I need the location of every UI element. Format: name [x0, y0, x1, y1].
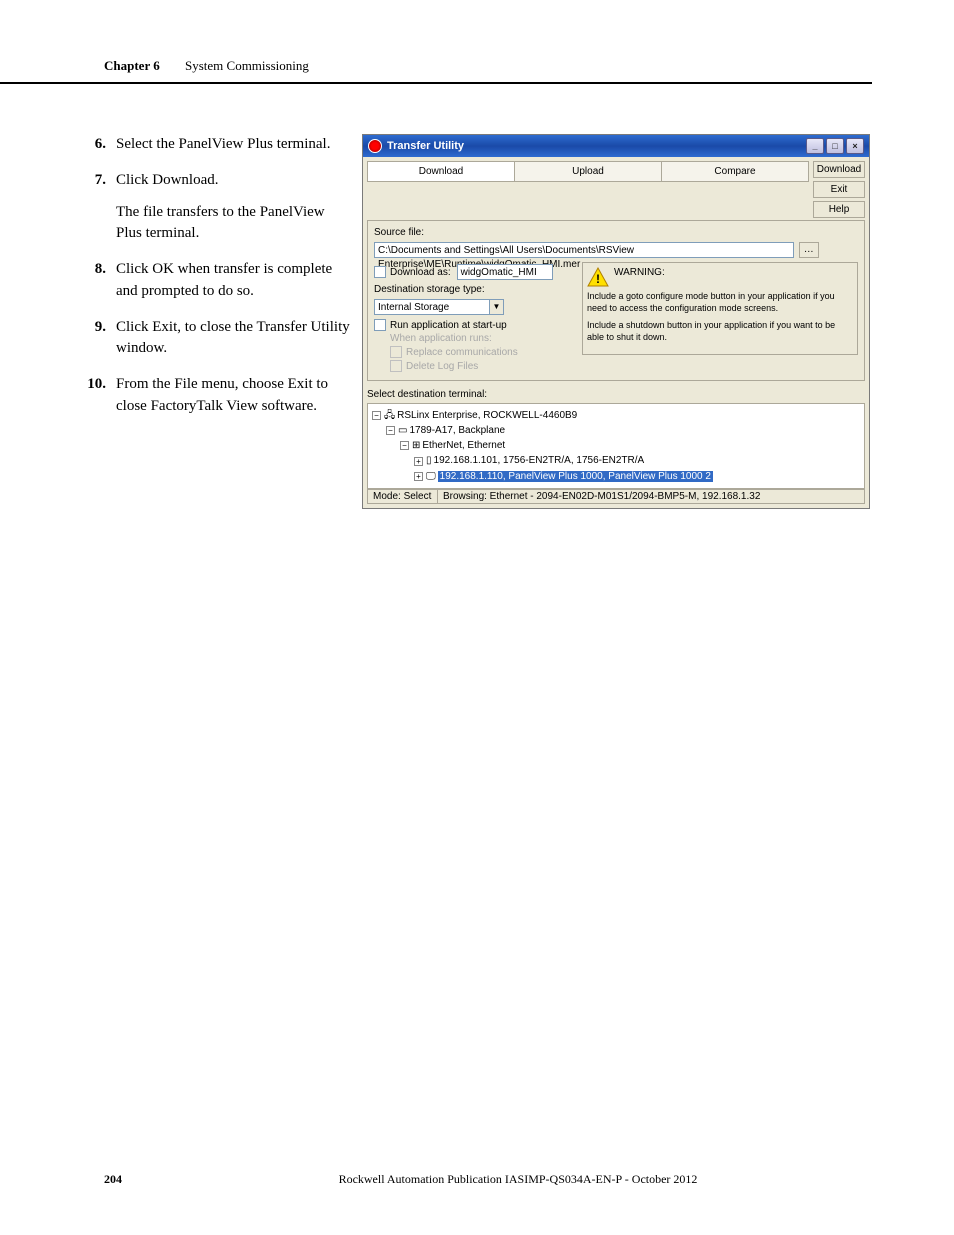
tree-node[interactable]: EtherNet, Ethernet — [422, 440, 505, 451]
step-number: 10. — [80, 374, 116, 418]
warning-panel: ! WARNING: Include a goto configure mode… — [582, 262, 858, 355]
delete-log-label: Delete Log Files — [406, 361, 478, 372]
steps-column: 6. Select the PanelView Plus terminal. 7… — [80, 134, 350, 509]
warning-icon: ! — [587, 267, 609, 287]
window-title: Transfer Utility — [387, 140, 464, 152]
replace-comm-label: Replace communications — [406, 347, 518, 358]
download-as-input[interactable]: widgOmatic_HMI — [457, 264, 553, 280]
step-number: 9. — [80, 317, 116, 361]
destination-tree[interactable]: −🖧RSLinx Enterprise, ROCKWELL-4460B9 −▭1… — [367, 403, 865, 489]
minimize-button[interactable]: _ — [806, 138, 824, 154]
rslinx-icon: 🖧 — [384, 408, 395, 423]
transfer-utility-dialog: Transfer Utility _ □ × Download Upload C… — [362, 134, 870, 509]
page-header: Chapter 6 System Commissioning — [0, 0, 872, 84]
download-as-checkbox[interactable] — [374, 266, 386, 278]
tree-expand-icon[interactable]: + — [414, 457, 423, 466]
maximize-button[interactable]: □ — [826, 138, 844, 154]
dest-type-select[interactable]: Internal Storage ▼ — [374, 299, 504, 315]
tree-collapse-icon[interactable]: − — [400, 441, 409, 450]
step-text: From the File menu, choose Exit to close… — [116, 374, 350, 418]
step-text: Click OK when transfer is complete and p… — [116, 259, 350, 303]
step-text: Select the PanelView Plus terminal. — [116, 134, 350, 156]
tree-collapse-icon[interactable]: − — [372, 411, 381, 420]
source-file-label: Source file: — [374, 227, 858, 238]
source-file-input[interactable]: C:\Documents and Settings\All Users\Docu… — [374, 242, 794, 258]
tree-node[interactable]: RSLinx Enterprise, ROCKWELL-4460B9 — [397, 410, 577, 421]
tree-node[interactable]: 192.168.1.101, 1756-EN2TR/A, 1756-EN2TR/… — [434, 456, 645, 467]
exit-button[interactable]: Exit — [813, 181, 865, 198]
run-startup-label: Run application at start-up — [390, 320, 507, 331]
close-button[interactable]: × — [846, 138, 864, 154]
replace-comm-checkbox — [390, 346, 402, 358]
chevron-down-icon: ▼ — [489, 300, 503, 314]
download-button[interactable]: Download — [813, 161, 865, 178]
dest-type-value: Internal Storage — [375, 302, 489, 313]
tab-upload[interactable]: Upload — [515, 162, 662, 181]
select-dest-label: Select destination terminal: — [367, 389, 865, 400]
step-text: Click Exit, to close the Transfer Utilit… — [116, 317, 350, 361]
step-number: 8. — [80, 259, 116, 303]
tab-download[interactable]: Download — [368, 162, 515, 181]
status-mode: Mode: Select — [368, 490, 438, 503]
run-startup-checkbox[interactable] — [374, 319, 386, 331]
step-text: Click Download. The file transfers to th… — [116, 170, 350, 245]
page-number: 204 — [104, 1172, 164, 1187]
browse-button[interactable]: … — [799, 242, 819, 258]
chapter-label: Chapter 6 — [104, 58, 160, 73]
status-browsing: Browsing: Ethernet - 2094-EN02D-M01S1/20… — [438, 490, 864, 503]
backplane-icon: ▭ — [398, 423, 407, 438]
status-bar: Mode: Select Browsing: Ethernet - 2094-E… — [367, 489, 865, 504]
warning-p1: Include a goto configure mode button in … — [587, 291, 853, 314]
dest-type-label: Destination storage type: — [374, 284, 574, 295]
chapter-title: System Commissioning — [185, 58, 309, 73]
tab-bar: Download Upload Compare — [367, 161, 809, 182]
page-footer: 204 Rockwell Automation Publication IASI… — [104, 1172, 872, 1187]
warning-p2: Include a shutdown button in your applic… — [587, 320, 853, 343]
warning-heading: WARNING: — [614, 267, 665, 278]
publication-info: Rockwell Automation Publication IASIMP-Q… — [164, 1172, 872, 1187]
module-icon: ▯ — [426, 453, 432, 468]
tree-node[interactable]: 1789-A17, Backplane — [409, 425, 505, 436]
tab-compare[interactable]: Compare — [662, 162, 808, 181]
help-button[interactable]: Help — [813, 201, 865, 218]
tree-node-selected[interactable]: 192.168.1.110, PanelView Plus 1000, Pane… — [438, 471, 713, 482]
step-number: 7. — [80, 170, 116, 245]
tree-expand-icon[interactable]: + — [414, 472, 423, 481]
svg-text:!: ! — [596, 272, 600, 286]
ethernet-icon: ⊞ — [412, 438, 420, 453]
tree-collapse-icon[interactable]: − — [386, 426, 395, 435]
download-as-label: Download as: — [390, 267, 451, 278]
step-number: 6. — [80, 134, 116, 156]
titlebar[interactable]: Transfer Utility _ □ × — [363, 135, 869, 157]
panelview-icon: 🖵 — [426, 469, 436, 484]
app-icon — [368, 139, 382, 153]
when-runs-label: When application runs: — [390, 333, 574, 344]
step-main: Click Download. — [116, 172, 219, 188]
step-sub: The file transfers to the PanelView Plus… — [116, 202, 350, 246]
delete-log-checkbox — [390, 360, 402, 372]
